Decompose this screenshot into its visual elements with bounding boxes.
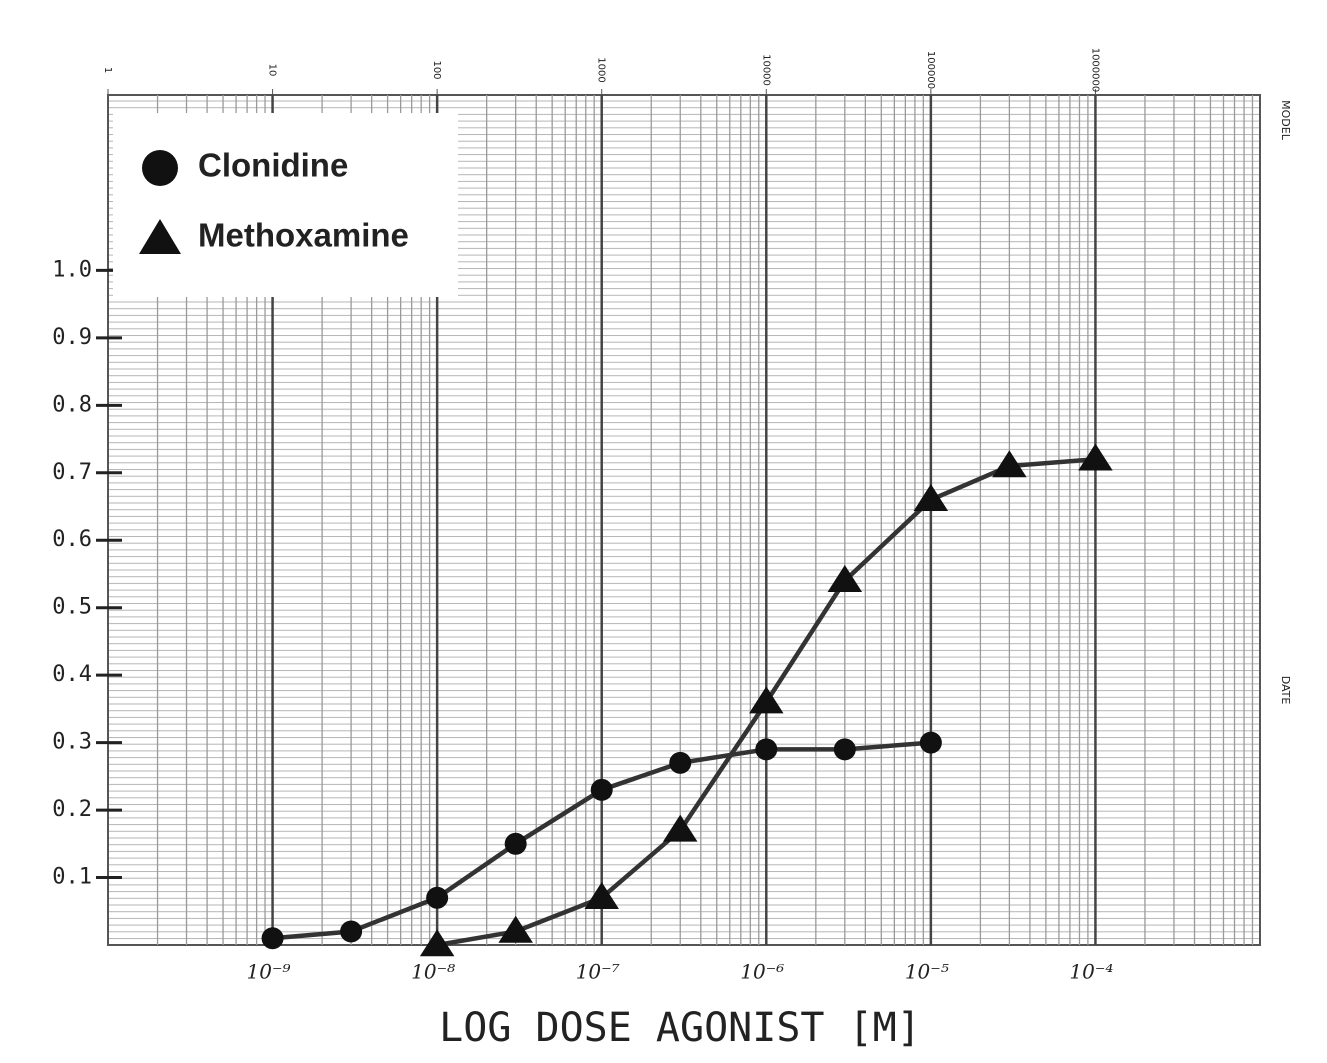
- x-tick-label: 10⁻⁵: [905, 960, 949, 984]
- x-tick-label: 10⁻⁹: [247, 960, 291, 984]
- y-tick-label: 0.8: [52, 392, 92, 417]
- x-tick-label: 10⁻⁶: [740, 960, 784, 984]
- point: [919, 731, 942, 754]
- point: [755, 738, 778, 761]
- top-tick-label: 10: [267, 64, 278, 77]
- legend-label: Methoxamine: [198, 217, 409, 254]
- point: [584, 882, 619, 910]
- legend-label: Clonidine: [198, 147, 348, 184]
- y-tick-label: 0.9: [52, 325, 92, 350]
- point: [340, 920, 363, 943]
- y-tick-label: 0.5: [52, 595, 92, 620]
- point: [419, 929, 455, 957]
- point: [590, 778, 613, 801]
- point: [992, 450, 1027, 478]
- y-tick-label: 0.6: [52, 527, 92, 552]
- y-tick-label: 0.2: [52, 797, 92, 822]
- top-tick-label: 100000: [925, 51, 936, 89]
- point: [669, 751, 692, 774]
- point: [749, 686, 784, 714]
- point: [504, 832, 527, 855]
- y-tick-label: 0.4: [52, 662, 92, 687]
- x-tick-label: 10⁻⁴: [1069, 960, 1113, 984]
- x-tick-label: 10⁻⁸: [411, 960, 455, 984]
- y-tick-label: 1.0: [52, 257, 92, 282]
- top-tick-label: 1: [102, 67, 113, 73]
- paper-label: DATE: [1279, 676, 1292, 705]
- y-tick-label: 0.3: [52, 730, 92, 755]
- y-tick-label: 0.7: [52, 460, 92, 485]
- x-axis-label: LOG DOSE AGONIST [M]: [439, 1005, 921, 1051]
- top-tick-label: 100: [431, 60, 442, 79]
- legend-marker: [139, 219, 181, 254]
- legend-marker: [142, 150, 178, 186]
- legend-box: [113, 113, 458, 297]
- top-tick-label: 10000: [760, 54, 771, 86]
- point: [827, 564, 863, 592]
- point: [913, 484, 949, 512]
- paper-label: MODEL: [1279, 100, 1292, 141]
- top-tick-label: 1000000: [1089, 48, 1100, 93]
- y-tick-label: 0.1: [52, 865, 92, 890]
- point: [426, 886, 449, 909]
- legend: Clonidine Methoxamine: [113, 113, 458, 297]
- point: [833, 738, 856, 761]
- point: [261, 927, 284, 950]
- x-tick-label: 10⁻⁷: [576, 960, 620, 984]
- top-tick-label: 1000: [596, 57, 607, 82]
- point: [1078, 443, 1113, 471]
- point: [662, 814, 698, 842]
- point: [498, 915, 533, 943]
